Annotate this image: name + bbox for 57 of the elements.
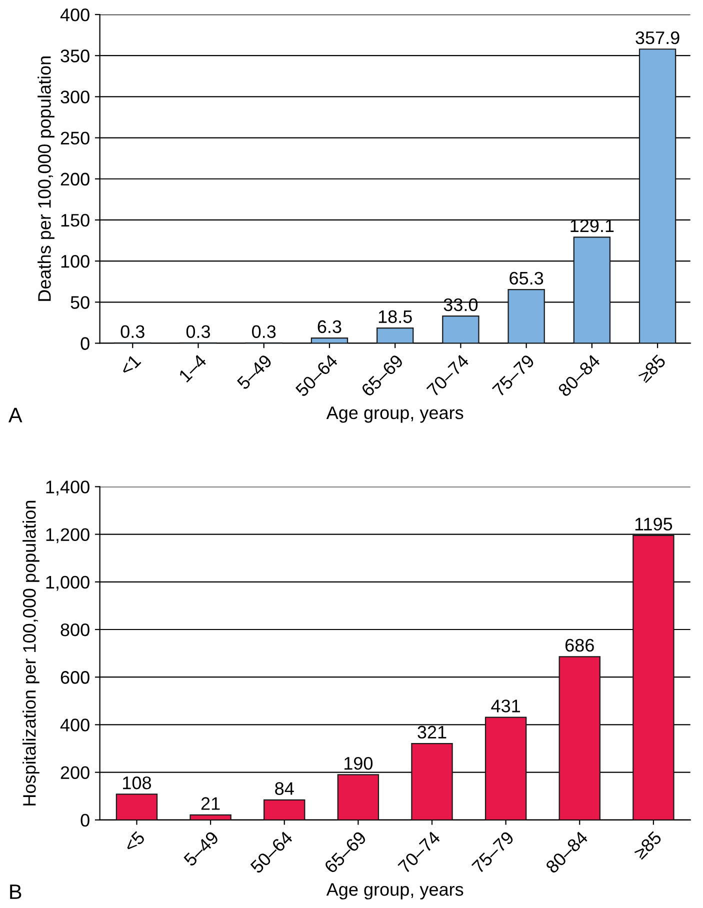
data-label: 18.5 — [378, 310, 412, 324]
x-tick-label: <1 — [119, 354, 142, 376]
bar — [558, 656, 600, 820]
data-label: 357.9 — [636, 31, 680, 44]
bar — [573, 236, 611, 344]
bar — [638, 48, 676, 344]
data-label: 321 — [418, 726, 446, 739]
data-label: 0.3 — [252, 325, 276, 338]
bar — [337, 774, 380, 820]
y-tick-label: 50 — [70, 296, 90, 309]
y-axis-title: Deaths per 100,000 population — [38, 56, 54, 301]
x-axis-title: Age group, years — [326, 883, 464, 900]
y-tick-label: 400 — [60, 718, 90, 732]
data-label: 686 — [565, 638, 594, 652]
data-label: 21 — [201, 797, 220, 810]
bar — [116, 794, 158, 820]
x-axis-title: Age group, years — [326, 406, 464, 423]
x-tick-label: 1–4 — [178, 354, 208, 383]
y-tick-label: 100 — [61, 254, 90, 268]
bar — [310, 337, 348, 344]
y-tick-label: 1,000 — [46, 576, 90, 591]
bar — [190, 814, 232, 820]
data-label: 0.3 — [120, 325, 144, 338]
y-tick-label: 0 — [80, 337, 90, 350]
y-tick-label: 250 — [60, 132, 90, 145]
x-tick-label: ≥85 — [632, 830, 662, 860]
data-label: 65.3 — [510, 272, 544, 285]
bar — [484, 716, 527, 820]
x-tick-label: <5 — [123, 830, 146, 853]
data-label: 431 — [491, 700, 520, 712]
data-label: 190 — [344, 756, 373, 770]
y-tick-label: 400 — [60, 8, 90, 22]
bar — [632, 534, 674, 820]
y-tick-label: 1,200 — [46, 528, 90, 544]
y-tick-label: 1,400 — [46, 480, 90, 496]
y-tick-label: 800 — [60, 623, 90, 636]
y-tick-label: 200 — [60, 172, 90, 186]
bar — [411, 742, 453, 820]
data-label: 0.3 — [186, 325, 210, 338]
data-label: 108 — [123, 776, 152, 790]
text: B — [10, 884, 22, 899]
bar — [508, 289, 545, 344]
x-tick-label: ≥85 — [637, 354, 666, 384]
bar — [376, 327, 414, 344]
data-label: 84 — [275, 782, 294, 795]
text: A — [8, 408, 22, 422]
bar — [442, 316, 480, 344]
y-tick-label: 0 — [80, 814, 90, 827]
y-tick-label: 600 — [60, 671, 90, 684]
y-tick-label: 150 — [61, 214, 90, 227]
y-tick-label: 350 — [60, 50, 90, 62]
bar — [264, 799, 306, 820]
data-label: 1195 — [635, 518, 672, 531]
y-tick-label: 300 — [60, 90, 90, 104]
y-axis-title: Hospitalization per 100,000 population — [22, 500, 40, 806]
data-label: 6.3 — [318, 320, 342, 334]
y-tick-label: 200 — [60, 766, 90, 780]
